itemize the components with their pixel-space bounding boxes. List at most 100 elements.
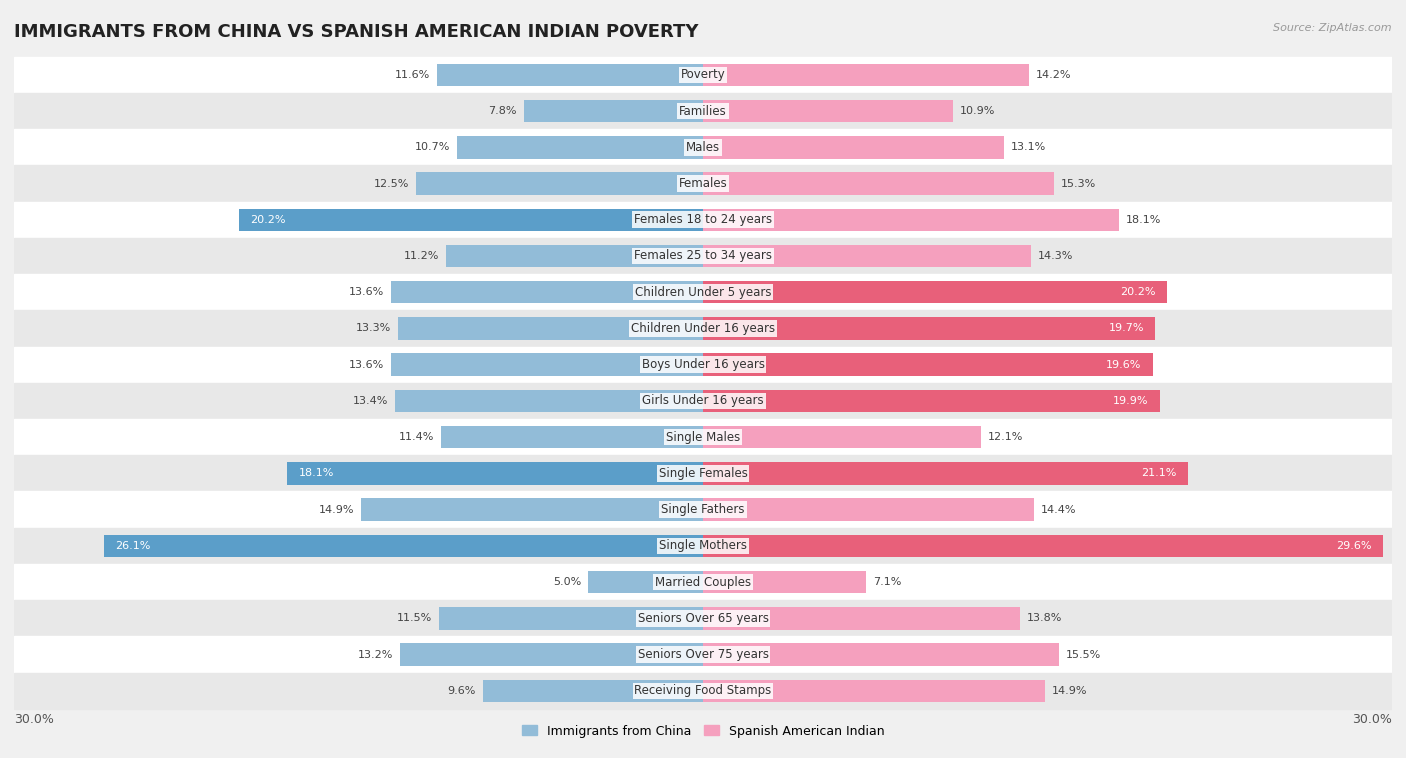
Text: 13.2%: 13.2% — [357, 650, 392, 659]
Text: 7.8%: 7.8% — [488, 106, 517, 116]
Text: Source: ZipAtlas.com: Source: ZipAtlas.com — [1274, 23, 1392, 33]
Text: 19.6%: 19.6% — [1107, 360, 1142, 370]
Text: 14.4%: 14.4% — [1040, 505, 1076, 515]
Bar — [416, 172, 703, 195]
Text: 7.1%: 7.1% — [873, 577, 901, 587]
Bar — [14, 310, 1392, 346]
Bar — [703, 100, 953, 122]
Text: Females 25 to 34 years: Females 25 to 34 years — [634, 249, 772, 262]
Text: Single Males: Single Males — [666, 431, 740, 443]
Bar — [395, 390, 703, 412]
Text: 12.5%: 12.5% — [374, 178, 409, 189]
Bar — [703, 281, 1167, 303]
Text: Single Mothers: Single Mothers — [659, 540, 747, 553]
Text: 13.6%: 13.6% — [349, 287, 384, 297]
Bar — [703, 136, 1004, 158]
Text: 18.1%: 18.1% — [1126, 215, 1161, 224]
Text: Seniors Over 65 years: Seniors Over 65 years — [637, 612, 769, 625]
Text: 9.6%: 9.6% — [447, 686, 475, 696]
Bar — [399, 644, 703, 666]
Bar — [703, 426, 981, 449]
Text: Families: Families — [679, 105, 727, 117]
Bar — [703, 534, 1382, 557]
Text: Boys Under 16 years: Boys Under 16 years — [641, 359, 765, 371]
Text: Poverty: Poverty — [681, 68, 725, 81]
Text: 29.6%: 29.6% — [1336, 541, 1371, 551]
Text: 15.3%: 15.3% — [1062, 178, 1097, 189]
Bar — [14, 456, 1392, 491]
Text: IMMIGRANTS FROM CHINA VS SPANISH AMERICAN INDIAN POVERTY: IMMIGRANTS FROM CHINA VS SPANISH AMERICA… — [14, 23, 699, 41]
Bar — [703, 644, 1059, 666]
Text: Females: Females — [679, 177, 727, 190]
Text: 5.0%: 5.0% — [553, 577, 581, 587]
Bar — [703, 680, 1045, 702]
Bar — [239, 208, 703, 231]
Bar — [703, 317, 1156, 340]
Text: Single Fathers: Single Fathers — [661, 503, 745, 516]
Text: 21.1%: 21.1% — [1140, 468, 1175, 478]
Bar — [703, 64, 1029, 86]
Bar — [14, 672, 1392, 709]
Text: 20.2%: 20.2% — [250, 215, 285, 224]
Text: 10.7%: 10.7% — [415, 143, 450, 152]
Bar — [14, 528, 1392, 564]
Text: 13.6%: 13.6% — [349, 360, 384, 370]
Bar — [703, 172, 1054, 195]
Text: Single Females: Single Females — [658, 467, 748, 480]
Bar — [524, 100, 703, 122]
Bar — [14, 346, 1392, 383]
Text: 18.1%: 18.1% — [299, 468, 335, 478]
Bar — [14, 564, 1392, 600]
Bar — [588, 571, 703, 594]
Bar — [703, 462, 1188, 484]
Bar — [14, 383, 1392, 419]
Bar — [391, 281, 703, 303]
Bar — [437, 64, 703, 86]
Text: Children Under 16 years: Children Under 16 years — [631, 322, 775, 335]
Text: 19.9%: 19.9% — [1114, 396, 1149, 406]
Text: 13.3%: 13.3% — [356, 324, 391, 334]
Text: 19.7%: 19.7% — [1108, 324, 1144, 334]
Bar — [14, 93, 1392, 129]
Bar — [703, 498, 1033, 521]
Bar — [703, 571, 866, 594]
Text: 14.9%: 14.9% — [318, 505, 354, 515]
Bar — [457, 136, 703, 158]
Bar — [441, 426, 703, 449]
Bar — [14, 165, 1392, 202]
Text: Children Under 5 years: Children Under 5 years — [634, 286, 772, 299]
Bar — [446, 245, 703, 268]
Bar — [482, 680, 703, 702]
Bar — [703, 208, 1119, 231]
Text: 26.1%: 26.1% — [115, 541, 150, 551]
Legend: Immigrants from China, Spanish American Indian: Immigrants from China, Spanish American … — [517, 719, 889, 743]
Bar — [14, 202, 1392, 238]
Text: 11.5%: 11.5% — [396, 613, 432, 623]
Text: 14.3%: 14.3% — [1038, 251, 1074, 261]
Bar — [398, 317, 703, 340]
Text: 30.0%: 30.0% — [1353, 713, 1392, 725]
Bar — [14, 600, 1392, 637]
Bar — [703, 245, 1032, 268]
Bar — [14, 637, 1392, 672]
Text: Receiving Food Stamps: Receiving Food Stamps — [634, 684, 772, 697]
Text: Males: Males — [686, 141, 720, 154]
Bar — [361, 498, 703, 521]
Text: 13.4%: 13.4% — [353, 396, 388, 406]
Bar — [14, 129, 1392, 165]
Text: 20.2%: 20.2% — [1121, 287, 1156, 297]
Bar — [287, 462, 703, 484]
Text: 14.2%: 14.2% — [1036, 70, 1071, 80]
Text: 11.4%: 11.4% — [399, 432, 434, 442]
Text: 13.1%: 13.1% — [1011, 143, 1046, 152]
Text: Girls Under 16 years: Girls Under 16 years — [643, 394, 763, 407]
Bar — [703, 390, 1160, 412]
Bar — [14, 491, 1392, 528]
Bar — [104, 534, 703, 557]
Text: 30.0%: 30.0% — [14, 713, 53, 725]
Bar — [14, 57, 1392, 93]
Bar — [703, 353, 1153, 376]
Text: Seniors Over 75 years: Seniors Over 75 years — [637, 648, 769, 661]
Bar — [439, 607, 703, 630]
Bar — [14, 419, 1392, 456]
